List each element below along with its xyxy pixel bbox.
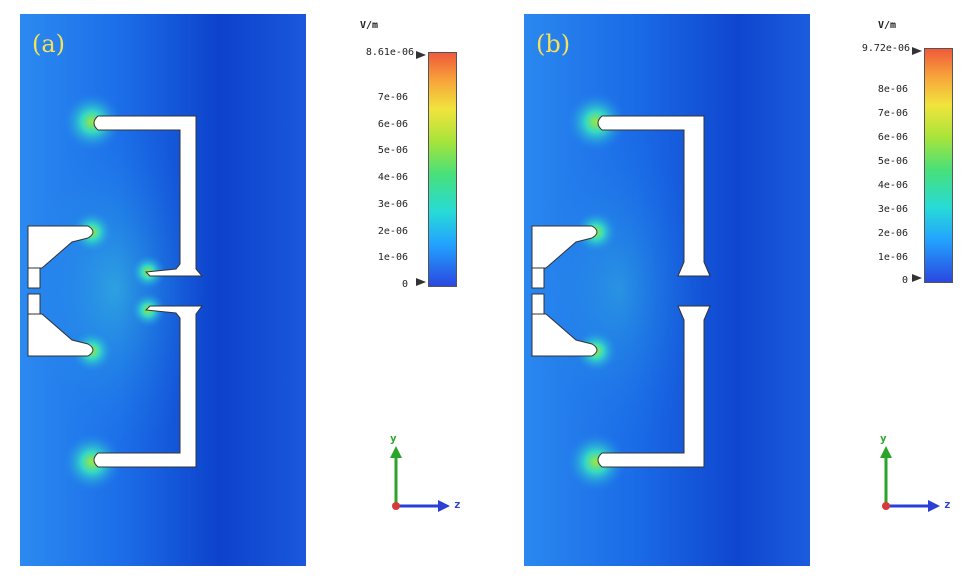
colorbar-tick-label: 1e-06 [377,252,408,263]
axes-triad-icon-b [880,446,940,512]
axes-triad-icon-a [390,446,450,512]
field-map-b [524,14,810,566]
axis-y-label-a: y [390,432,397,445]
colorbar-tick-label: 7e-06 [877,108,908,119]
colorbar-tick-label: 3e-06 [877,204,908,215]
colorbar-a: V/m 8.61e-06 7e-06 6e-06 5e-06 4e-06 3e-… [340,14,460,304]
colorbar-pointer-icons-a [416,51,426,286]
colorbar-tick-label: 3e-06 [377,199,408,210]
colorbar-tick-label: 8e-06 [877,84,908,95]
colorbar-pointer-icons-b [912,47,922,282]
panel-label-b: (b) [536,30,571,58]
colorbar-b: V/m 9.72e-06 8e-06 7e-06 6e-06 5e-06 4e-… [840,14,960,304]
colorbar-tick-label: 7e-06 [377,92,408,103]
colorbar-tick-label: 1e-06 [877,252,908,263]
field-map-a [20,14,306,566]
colorbar-tick-label: 5e-06 [377,145,408,156]
colorbar-scale-a [428,52,457,287]
field-plot-b: (b) [524,14,810,566]
colorbar-tick-label: 2e-06 [877,228,908,239]
colorbar-max-label-b: 9.72e-06 [861,43,910,54]
colorbar-tick-label: 0 [901,275,908,286]
colorbar-unit-b: V/m [878,20,897,31]
colorbar-max-label-a: 8.61e-06 [365,47,414,58]
colorbar-tick-label: 4e-06 [377,172,408,183]
axes-triad-b: y z [870,432,960,522]
colorbar-scale-b [924,48,953,283]
colorbar-tick-label: 2e-06 [377,226,408,237]
colorbar-tick-label: 6e-06 [377,119,408,130]
field-plot-a: (a) [20,14,306,566]
colorbar-tick-label: 4e-06 [877,180,908,191]
panel-label-a: (a) [32,30,66,58]
colorbar-tick-label: 6e-06 [877,132,908,143]
axis-z-label-b: z [944,498,951,511]
axis-y-label-b: y [880,432,887,445]
colorbar-unit-a: V/m [360,20,379,31]
axes-triad-a: y z [380,432,470,522]
colorbar-tick-label: 0 [401,279,408,290]
colorbar-tick-label: 5e-06 [877,156,908,167]
axis-z-label-a: z [454,498,461,511]
